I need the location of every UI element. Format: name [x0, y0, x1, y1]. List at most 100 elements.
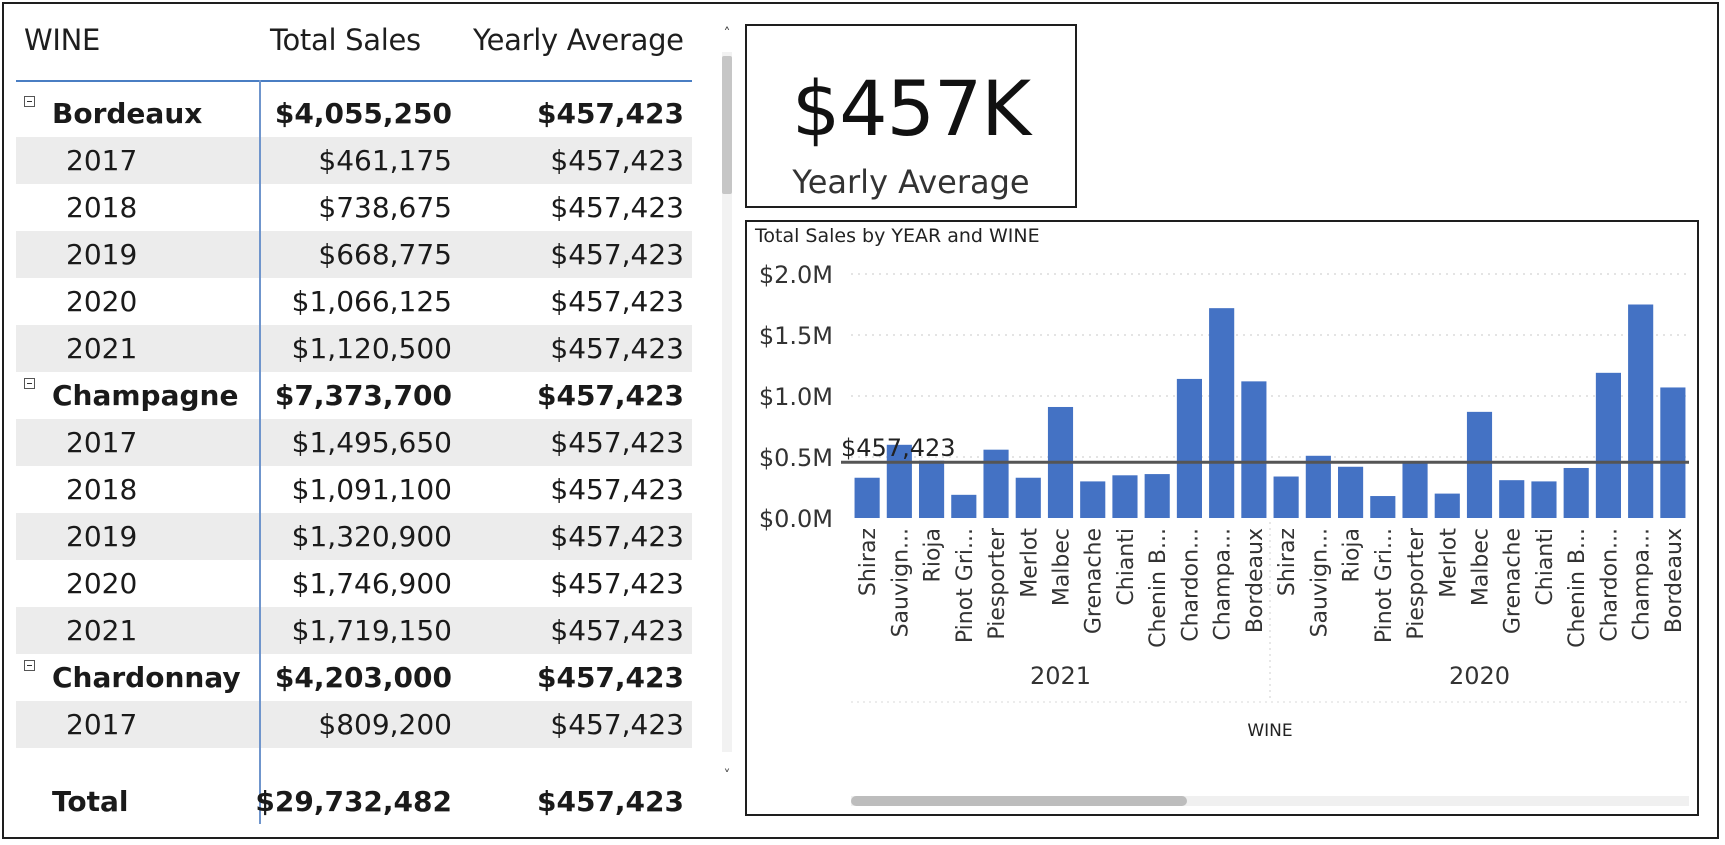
chart-scrollbar-thumb[interactable]: [851, 796, 1187, 806]
yearly-average-card[interactable]: $457K Yearly Average: [745, 24, 1077, 208]
row-total-sales: $1,495,650: [291, 426, 452, 459]
x-tick-label: Chianti: [1114, 528, 1139, 606]
bar: [1370, 496, 1396, 518]
bar: [1176, 378, 1202, 518]
reference-line-label: $457,423: [841, 434, 956, 462]
matrix-body: Bordeaux $4,055,250 $457,423 2017 $461,175 $4…: [16, 90, 692, 776]
row-label: 2019: [66, 520, 138, 553]
bar: [919, 460, 945, 518]
column-header-wine[interactable]: WINE: [24, 23, 101, 57]
bar: [1080, 481, 1106, 518]
x-tick-label: Sauvign...: [1307, 528, 1332, 637]
y-tick-label: $1.5M: [759, 322, 833, 350]
row-total-sales: $668,775: [318, 238, 452, 271]
x-tick-label: Malbec: [1469, 528, 1494, 606]
collapse-icon[interactable]: [24, 378, 35, 389]
table-row[interactable]: 2019 $668,775 $457,423: [16, 231, 692, 278]
collapse-icon[interactable]: [24, 96, 35, 107]
matrix-total-row: Total $29,732,482 $457,423: [16, 778, 692, 825]
x-tick-label: Merlot: [1017, 528, 1042, 598]
y-tick-label: $0.5M: [759, 444, 833, 472]
bar: [1241, 381, 1267, 518]
chart-canvas: Total Sales by YEAR and WINE $0.0M $0.5M $1…: [754, 225, 1689, 741]
x-group-label: 2020: [1449, 662, 1510, 690]
bar: [1338, 466, 1364, 518]
x-tick-label: Shiraz: [1275, 528, 1300, 596]
table-row[interactable]: 2018 $1,091,100 $457,423: [16, 466, 692, 513]
bar: [1015, 477, 1041, 518]
row-yearly-average: $457,423: [550, 567, 684, 600]
table-row[interactable]: 2020 $1,066,125 $457,423: [16, 278, 692, 325]
row-yearly-average: $457,423: [550, 144, 684, 177]
row-yearly-average: $457,423: [550, 520, 684, 553]
row-total-sales: $1,091,100: [291, 473, 452, 506]
x-tick-label: Chardon...: [1597, 528, 1622, 642]
total-average-value: $457,423: [536, 785, 684, 818]
bar: [1112, 475, 1138, 518]
scrollbar-track[interactable]: [722, 52, 732, 752]
x-tick-label: Pinot Gri...: [1372, 528, 1397, 643]
table-row[interactable]: 2019 $1,320,900 $457,423: [16, 513, 692, 560]
row-total-sales: $1,066,125: [291, 285, 452, 318]
x-tick-label: Bordeaux: [1662, 528, 1687, 633]
table-row[interactable]: 2021 $1,120,500 $457,423: [16, 325, 692, 372]
row-yearly-average: $457,423: [550, 285, 684, 318]
x-tick-label: Piesporter: [985, 527, 1010, 640]
column-header-yearly-average[interactable]: Yearly Average: [473, 23, 684, 57]
matrix-group-row[interactable]: Champagne $7,373,700 $457,423: [16, 372, 692, 419]
bar: [1273, 476, 1299, 518]
row-total-sales: $738,675: [318, 191, 452, 224]
card-value: $457K: [791, 64, 1031, 153]
scrollbar-thumb[interactable]: [722, 56, 732, 194]
chart-horizontal-scrollbar[interactable]: [851, 796, 1689, 806]
matrix-group-row[interactable]: Bordeaux $4,055,250 $457,423: [16, 90, 692, 137]
row-label: 2018: [66, 772, 137, 776]
matrix-vertical-scrollbar[interactable]: ˄ ˅: [719, 24, 735, 784]
x-tick-label: Champa...: [1211, 528, 1236, 641]
row-total-sales: $461,175: [318, 144, 452, 177]
scroll-down-icon[interactable]: ˅: [723, 768, 731, 784]
table-row[interactable]: 2017 $1,495,650 $457,423: [16, 419, 692, 466]
row-yearly-average: $457,423: [550, 708, 684, 741]
row-label: 2018: [66, 191, 138, 224]
bar: [1628, 304, 1654, 518]
sales-bar-chart[interactable]: Total Sales by YEAR and WINE $0.0M $0.5M $1…: [745, 220, 1699, 816]
x-tick-label: Rioja: [1340, 528, 1365, 582]
row-yearly-average: $457,423: [536, 661, 684, 694]
x-tick-label: Pinot Gri...: [953, 528, 978, 643]
row-yearly-average: $457,423: [550, 191, 684, 224]
x-tick-label: Chenin B...: [1565, 528, 1590, 648]
x-tick-label: Chianti: [1533, 528, 1558, 606]
table-row[interactable]: 2017 $461,175 $457,423: [16, 137, 692, 184]
row-label: Bordeaux: [52, 97, 203, 130]
row-total-sales: $1,120,500: [291, 332, 452, 365]
total-label: Total: [52, 785, 129, 818]
table-row[interactable]: 2020 $1,746,900 $457,423: [16, 560, 692, 607]
table-row[interactable]: 2017 $809,200 $457,423: [16, 701, 692, 748]
row-label: Champagne: [52, 379, 239, 412]
row-label: Chardonnay: [52, 661, 241, 694]
row-label: 2017: [66, 144, 138, 177]
header-divider: [16, 80, 692, 82]
x-tick-label: Champa...: [1630, 528, 1655, 641]
table-row[interactable]: 2018 $526,200 $457,423: [16, 748, 692, 776]
x-tick-label: Grenache: [1082, 528, 1107, 634]
bar: [1499, 480, 1525, 518]
bar: [1402, 463, 1428, 518]
column-header-total-sales[interactable]: Total Sales: [270, 23, 421, 57]
scroll-up-icon[interactable]: ˄: [723, 26, 731, 42]
matrix-group-row[interactable]: Chardonnay $4,203,000 $457,423: [16, 654, 692, 701]
table-row[interactable]: 2018 $738,675 $457,423: [16, 184, 692, 231]
bar: [1434, 493, 1460, 518]
bar: [1144, 474, 1170, 518]
wine-matrix-table: WINE Total Sales Yearly Average Bordeaux…: [16, 18, 692, 824]
collapse-icon[interactable]: [24, 660, 35, 671]
table-row[interactable]: 2021 $1,719,150 $457,423: [16, 607, 692, 654]
row-total-sales: $526,200: [318, 772, 452, 776]
row-yearly-average: $457,423: [550, 238, 684, 271]
x-axis-title: WINE: [1247, 721, 1292, 741]
bar: [1660, 387, 1686, 518]
row-label: 2017: [66, 426, 138, 459]
x-tick-label: Chenin B...: [1146, 528, 1171, 648]
